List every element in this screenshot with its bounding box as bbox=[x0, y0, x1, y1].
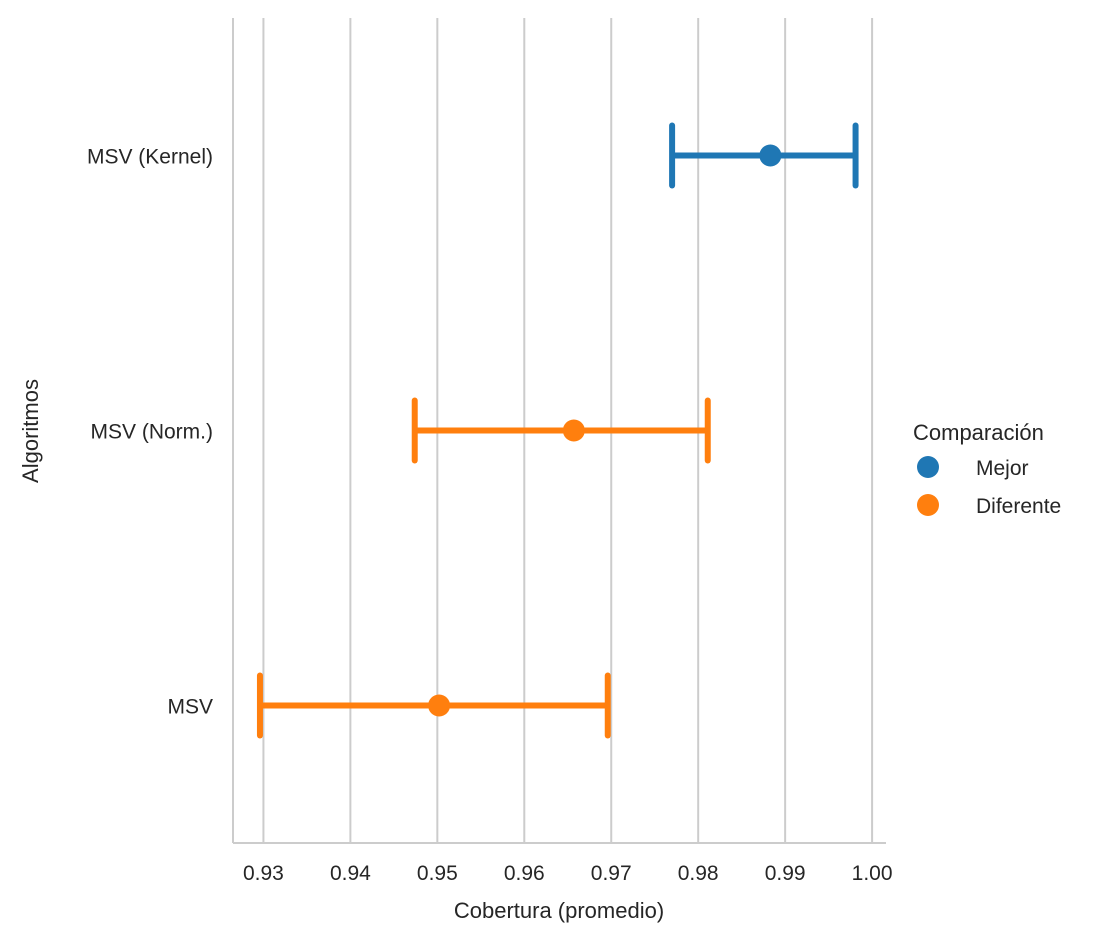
x-tick-label: 0.97 bbox=[591, 862, 632, 885]
point-group bbox=[256, 672, 611, 739]
y-tick-labels: MSV (Kernel) MSV (Norm.) MSV bbox=[87, 146, 213, 719]
x-tick-label: 0.95 bbox=[417, 862, 458, 885]
x-tick-labels: 0.93 0.94 0.95 0.96 0.97 0.98 0.99 1.00 bbox=[243, 862, 893, 885]
y-tick-label: MSV bbox=[167, 696, 213, 719]
x-tick-label: 0.94 bbox=[330, 862, 371, 885]
legend-label: Diferente bbox=[976, 495, 1061, 518]
axis-layer bbox=[232, 18, 886, 844]
point-marker bbox=[562, 419, 585, 442]
point-group bbox=[669, 122, 859, 189]
y-tick-label: MSV (Kernel) bbox=[87, 146, 213, 169]
point-group bbox=[411, 397, 711, 464]
legend-marker bbox=[917, 494, 939, 516]
x-tick-label: 1.00 bbox=[852, 862, 893, 885]
x-axis-label: Cobertura (promedio) bbox=[454, 898, 664, 923]
y-tick-label: MSV (Norm.) bbox=[91, 421, 214, 444]
series-layer bbox=[256, 122, 859, 739]
y-axis-label: Algoritmos bbox=[18, 379, 43, 483]
point-marker bbox=[428, 694, 451, 717]
x-tick-label: 0.93 bbox=[243, 862, 284, 885]
legend-label: Mejor bbox=[976, 457, 1029, 480]
x-tick-label: 0.96 bbox=[504, 862, 545, 885]
x-tick-label: 0.99 bbox=[765, 862, 806, 885]
legend: Comparación Mejor Diferente bbox=[913, 420, 1061, 518]
legend-marker bbox=[917, 456, 939, 478]
legend-title: Comparación bbox=[913, 420, 1044, 445]
legend-entries: Mejor Diferente bbox=[917, 456, 1061, 518]
x-tick-label: 0.98 bbox=[678, 862, 719, 885]
point-marker bbox=[759, 144, 782, 167]
